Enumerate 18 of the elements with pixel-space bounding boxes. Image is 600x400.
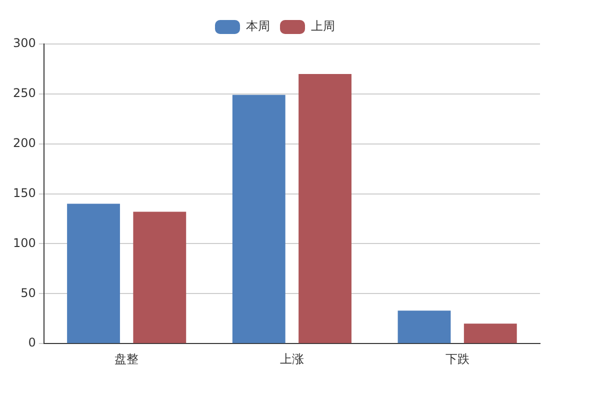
bar: [398, 310, 451, 344]
bar: [133, 212, 186, 344]
bar: [298, 74, 352, 344]
y-tick-label: 200: [13, 136, 36, 150]
y-tick-label: 0: [28, 336, 36, 350]
legend-label: 本周: [246, 19, 270, 34]
x-tick-label: 下跌: [445, 352, 470, 366]
y-tick-label: 50: [20, 286, 36, 300]
bar: [464, 324, 517, 344]
y-tick-label: 300: [13, 36, 36, 50]
x-tick-label: 上涨: [280, 352, 304, 366]
y-tick-label: 150: [13, 186, 36, 200]
bar: [232, 94, 286, 344]
y-tick-label: 250: [13, 86, 36, 100]
bar: [67, 204, 120, 344]
y-tick-label: 100: [13, 236, 36, 250]
legend-label: 上周: [311, 19, 335, 34]
x-tick-label: 盘整: [114, 352, 139, 366]
